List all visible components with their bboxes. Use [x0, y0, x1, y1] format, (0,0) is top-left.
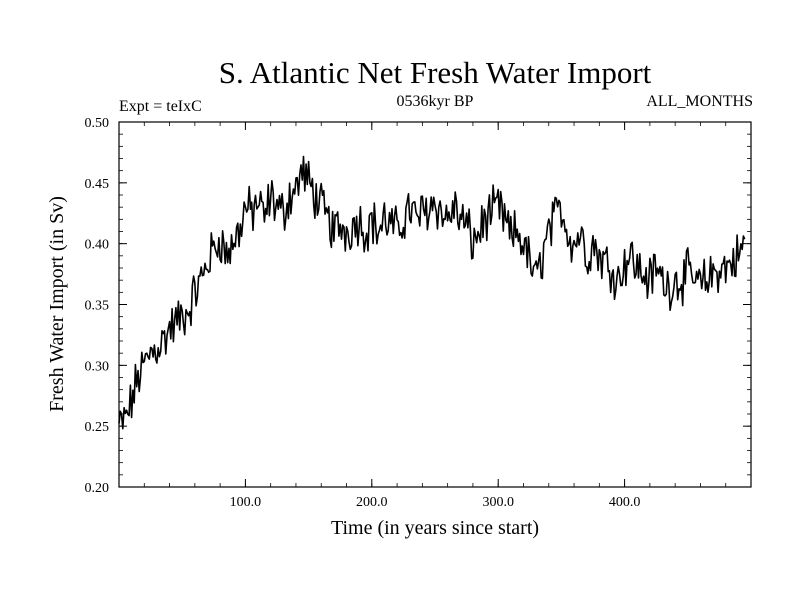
x-tick-label: 300.0 — [482, 495, 514, 510]
y-tick-label: 0.30 — [85, 359, 110, 374]
chart-title: S. Atlantic Net Fresh Water Import — [219, 55, 652, 90]
period-label: 0536kyr BP — [397, 93, 474, 110]
y-axis-label: Fresh Water Import (in Sv) — [46, 196, 68, 412]
x-axis: 100.0 200.0 300.0 400.0 — [118, 122, 752, 510]
y-tick-label: 0.50 — [85, 116, 110, 131]
y-axis: 0.20 0.25 0.30 0.35 0.40 0.45 0.50 — [85, 116, 751, 496]
plot-border — [118, 121, 752, 488]
x-tick-label: 100.0 — [230, 495, 262, 510]
x-tick-label: 400.0 — [609, 495, 641, 510]
months-label: ALL_MONTHS — [646, 93, 753, 110]
plot-area — [118, 121, 752, 488]
y-tick-label: 0.25 — [85, 420, 110, 435]
y-tick-label: 0.45 — [85, 177, 110, 192]
y-tick-label: 0.40 — [85, 238, 110, 253]
x-axis-label: Time (in years since start) — [331, 517, 539, 539]
series-line — [118, 155, 746, 430]
y-tick-label: 0.20 — [85, 481, 110, 496]
y-tick-label: 0.35 — [85, 299, 110, 314]
experiment-label: Expt = teIxC — [119, 98, 202, 115]
x-tick-label: 200.0 — [356, 495, 388, 510]
